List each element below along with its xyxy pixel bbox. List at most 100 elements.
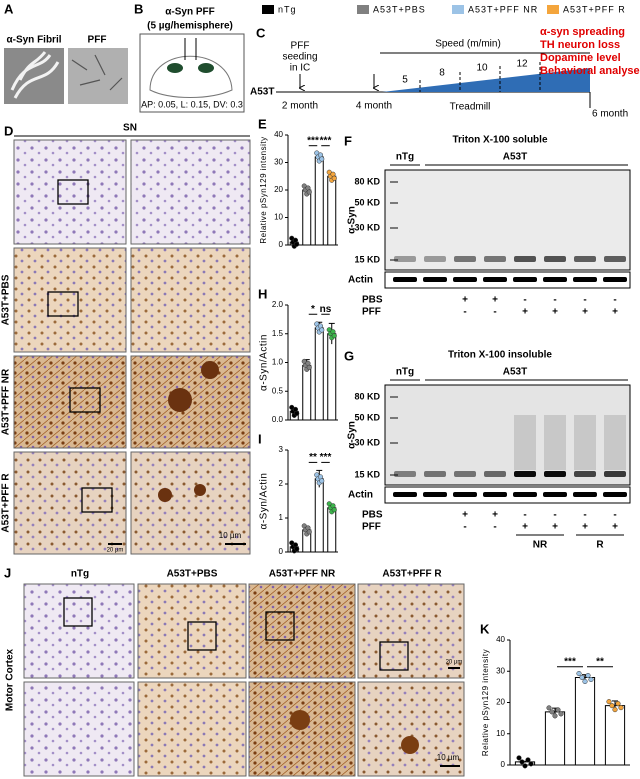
y-axis-label: Relative pSyn129 intensity (481, 649, 490, 756)
protein-label: α-Syn (347, 421, 358, 449)
panel-label: D (4, 123, 13, 138)
sign: - (553, 295, 556, 306)
data-dot (546, 705, 552, 711)
actin-band (603, 277, 627, 282)
actin-band (423, 492, 447, 497)
fibril (10, 51, 60, 99)
sign: - (613, 510, 616, 521)
speed-title: Speed (m/min) (435, 39, 501, 50)
panel-label: H (258, 286, 267, 301)
panel-label: B (134, 1, 143, 16)
y-tick-label: 40 (496, 635, 505, 644)
y-tick-label: 20 (274, 185, 283, 194)
band (454, 256, 476, 262)
coordinates: AP: 0.05, L: 0.15, DV: 0.3 (141, 99, 243, 109)
data-dot (549, 709, 555, 715)
panel-label: G (344, 348, 354, 363)
band (484, 256, 506, 262)
group-label: nTg (396, 152, 414, 163)
data-dot (319, 478, 325, 484)
panel-label: E (258, 116, 267, 131)
band (484, 471, 506, 477)
marker-label: 80 KD (354, 176, 380, 186)
sign: + (552, 522, 558, 533)
legend-label: A53T+PFF NR (468, 4, 538, 14)
data-dot (306, 189, 312, 195)
scale-bar-label: 20 µm (107, 548, 124, 554)
column-label: A53T+PFF NR (269, 569, 336, 580)
band (394, 471, 416, 477)
data-dot (294, 546, 300, 552)
sign: + (492, 295, 498, 306)
subtitle: (5 µg/hemisphere) (147, 21, 233, 32)
sign: + (522, 307, 528, 318)
row-label: Motor Cortex (5, 648, 16, 711)
marker-label: 30 KD (354, 222, 380, 232)
group-label: nTg (396, 367, 414, 378)
y-tick-label: 3 (279, 445, 284, 454)
data-dot (319, 156, 325, 162)
data-dot (576, 670, 582, 677)
y-axis-label: α-Syn/Actin (259, 473, 270, 530)
sign: + (612, 307, 618, 318)
injection-site (198, 63, 214, 73)
scale-bar-label: 20 µm (446, 660, 463, 666)
y-tick-label: 10 (274, 213, 283, 222)
marker-label: 15 KD (354, 469, 380, 479)
panel-label: I (258, 431, 262, 446)
sign: + (522, 522, 528, 533)
atlas-frame (139, 33, 245, 113)
sig-label: *** (320, 135, 332, 146)
row-label: A53T+PBS (1, 274, 12, 325)
legend-swatch (262, 5, 274, 14)
marker-label: 50 KD (354, 197, 380, 207)
panel-label: A (4, 1, 14, 16)
subgroup-label: R (596, 540, 604, 551)
actin-blot (384, 271, 631, 289)
blot (384, 384, 631, 486)
seeding-text: seeding (282, 52, 317, 63)
injection-site (167, 63, 183, 73)
y-axis-label: α-Syn/Actin (259, 334, 270, 391)
sig-label: ns (320, 304, 332, 315)
band (544, 471, 566, 477)
data-dot (294, 410, 300, 416)
marker-label: 50 KD (354, 412, 380, 422)
legend-swatch (357, 5, 369, 14)
em-image (68, 48, 128, 104)
data-dot (585, 672, 591, 679)
legend-label: A53T+PBS (373, 4, 426, 14)
actin-band (573, 277, 597, 282)
band (604, 256, 626, 262)
y-tick-label: 0 (279, 547, 284, 556)
group-label: A53T (503, 367, 527, 378)
panel-label: J (4, 565, 11, 580)
y-tick-label: 2.0 (272, 300, 284, 309)
bar (314, 156, 324, 246)
legend-swatch (547, 5, 559, 14)
speed: 10 (476, 63, 488, 74)
protein-label: α-Syn (347, 206, 358, 234)
bar (604, 705, 626, 766)
fragment (71, 54, 123, 91)
speed-steps (419, 62, 541, 92)
band (574, 471, 596, 477)
speed: 12 (516, 59, 528, 70)
scale-bar-label: 10 µm (437, 753, 460, 762)
actin-blot (384, 486, 631, 504)
data-dot (306, 529, 312, 535)
y-tick-label: 20 (496, 698, 505, 707)
data-dot (525, 757, 531, 763)
sign: - (583, 510, 586, 521)
data-dot (615, 701, 621, 707)
actin-band (393, 492, 417, 497)
data-dot (609, 703, 615, 709)
data-dot (331, 333, 337, 339)
y-tick-label: 1.5 (272, 329, 284, 338)
y-tick-label: 30 (274, 158, 283, 167)
sig-label: ** (309, 452, 317, 463)
sig-label: *** (307, 135, 319, 146)
legend-label: nTg (278, 4, 297, 14)
seeding-text: in IC (290, 63, 311, 74)
time: 2 month (282, 101, 318, 112)
